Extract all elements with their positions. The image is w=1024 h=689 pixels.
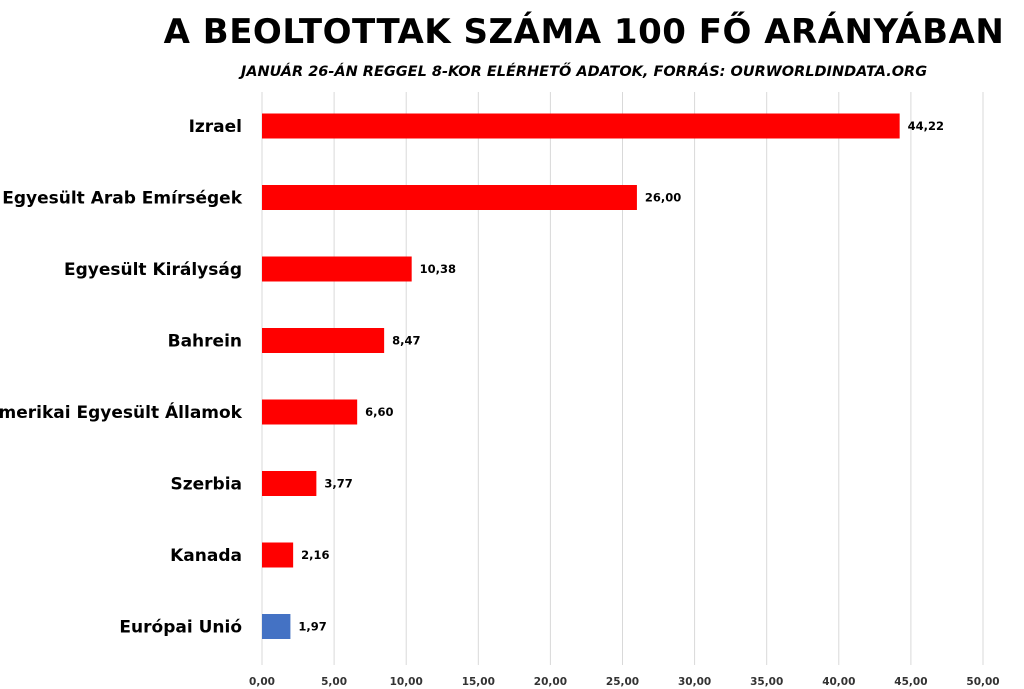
x-tick-label: 40,00 bbox=[822, 676, 855, 688]
x-tick-label: 5,00 bbox=[321, 676, 347, 688]
bar bbox=[262, 399, 358, 425]
bar bbox=[262, 113, 900, 139]
bar bbox=[262, 471, 317, 496]
category-label: Európai Unió bbox=[119, 618, 242, 638]
bar bbox=[262, 328, 385, 353]
category-label: Szerbia bbox=[170, 475, 242, 495]
value-label: 1,97 bbox=[298, 620, 326, 634]
category-label: Bahrein bbox=[168, 332, 242, 352]
x-tick-label: 0,00 bbox=[249, 676, 275, 688]
value-label: 44,22 bbox=[908, 119, 944, 133]
x-tick-label: 35,00 bbox=[750, 676, 783, 688]
category-label: Egyesült Királyság bbox=[64, 260, 242, 280]
x-tick-label: 20,00 bbox=[534, 676, 567, 688]
category-label: Kanada bbox=[170, 546, 242, 566]
value-label: 26,00 bbox=[645, 191, 681, 205]
x-tick-label: 25,00 bbox=[606, 676, 639, 688]
bar bbox=[262, 614, 291, 639]
value-label: 10,38 bbox=[420, 262, 456, 276]
chart-title: A BEOLTOTTAK SZÁMA 100 FŐ ARÁNYÁBAN bbox=[163, 12, 1005, 52]
value-label: 3,77 bbox=[324, 477, 352, 491]
category-label: Izrael bbox=[189, 117, 242, 137]
bar bbox=[262, 185, 637, 210]
category-label: Amerikai Egyesült Államok bbox=[0, 401, 243, 423]
chart-subtitle: JANUÁR 26-ÁN REGGEL 8-KOR ELÉRHETŐ ADATO… bbox=[240, 64, 928, 80]
x-tick-label: 15,00 bbox=[462, 676, 495, 688]
bars bbox=[262, 113, 900, 639]
bar bbox=[262, 542, 294, 568]
labels: 0,00 5,00 10,00 15,00 20,00 25,00 30,00 35,00 40… bbox=[0, 117, 1000, 688]
value-label: 6,60 bbox=[365, 405, 393, 419]
value-label: 2,16 bbox=[301, 548, 329, 562]
value-label: 8,47 bbox=[392, 334, 420, 348]
bar bbox=[262, 256, 412, 282]
x-tick-label: 10,00 bbox=[390, 676, 423, 688]
x-tick-label: 30,00 bbox=[678, 676, 711, 688]
x-tick-label: 45,00 bbox=[894, 676, 927, 688]
category-label: Egyesült Arab Emírségek bbox=[2, 189, 242, 209]
x-tick-label: 50,00 bbox=[966, 676, 999, 688]
grid-lines bbox=[261, 92, 984, 665]
